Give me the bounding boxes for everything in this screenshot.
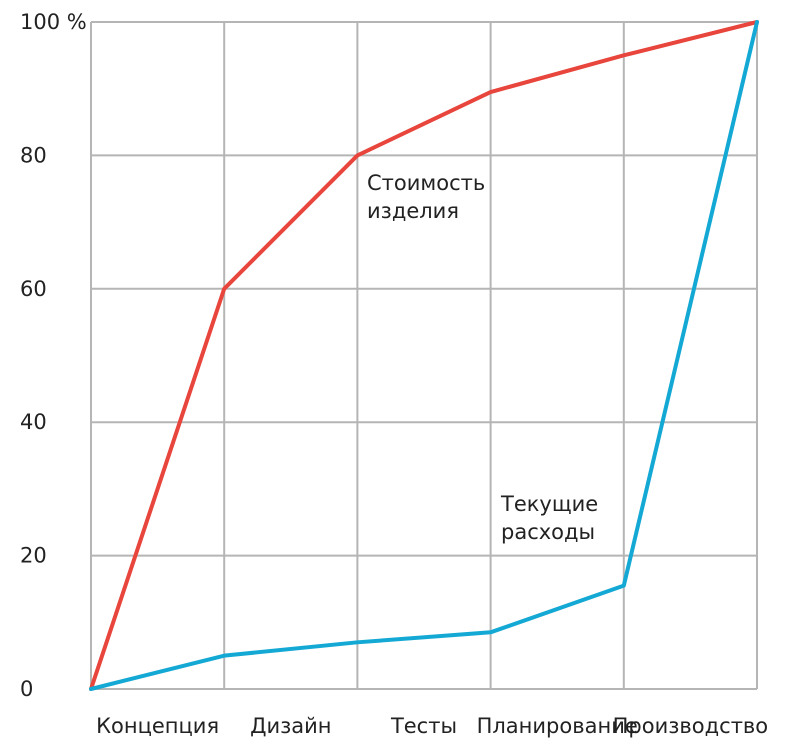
x-tick-label: Тесты (390, 714, 457, 738)
y-tick-label: 60 (20, 277, 47, 301)
y-axis-tick-labels: 0 20 40 60 80 100 % (20, 10, 87, 701)
x-tick-label: Производство (613, 714, 769, 738)
grid (90, 21, 758, 690)
x-tick-label: Дизайн (250, 714, 331, 738)
y-tick-label: 80 (20, 143, 47, 167)
series-label-running-costs-line-1: Текущие (500, 492, 598, 516)
series-line-product-cost (89, 20, 759, 691)
x-tick-label: Планирование (477, 714, 638, 738)
y-tick-label: 0 (20, 677, 33, 701)
series-lines (89, 20, 759, 691)
series-line-running-costs (89, 20, 759, 691)
y-tick-label: 20 (20, 544, 47, 568)
series-label-product-cost-line-2: изделия (367, 199, 459, 223)
y-tick-label: 100 % (20, 10, 87, 34)
x-axis-tick-labels: Концепция Дизайн Тесты ПланированиеПроизвод… (96, 714, 768, 738)
x-tick-label: Концепция (96, 714, 219, 738)
y-tick-label: 40 (20, 410, 47, 434)
series-label-running-costs-line-2: расходы (501, 520, 595, 544)
series-label-product-cost-line-1: Стоимость (367, 171, 485, 195)
